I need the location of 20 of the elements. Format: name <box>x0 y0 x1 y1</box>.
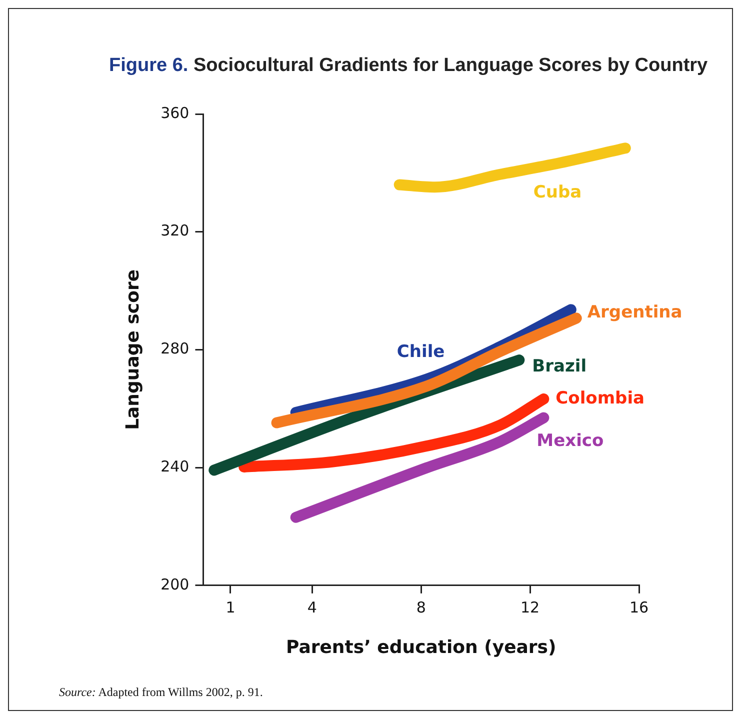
chart-title: Figure 6. Sociocultural Gradients for Language Scores by Country <box>109 55 708 77</box>
series-label: Argentina <box>587 302 682 323</box>
y-tick-label: 360 <box>160 104 190 122</box>
y-tick-label: 320 <box>160 222 190 240</box>
y-tick-label: 280 <box>160 340 190 358</box>
x-tick-label: 8 <box>416 598 426 616</box>
y-axis-title: Language score <box>122 269 144 430</box>
x-tick-label: 12 <box>520 598 540 616</box>
source-note: Source: Adapted from Willms 2002, p. 91. <box>59 685 263 700</box>
x-tick-label: 4 <box>307 598 317 616</box>
y-tick-label: 200 <box>160 575 190 594</box>
series-label: Brazil <box>532 356 587 376</box>
y-tick-label: 240 <box>160 457 190 476</box>
series-label: Cuba <box>533 182 582 203</box>
series-label: Chile <box>396 342 445 362</box>
series-label: Colombia <box>556 388 645 408</box>
x-tick-label: 16 <box>629 598 649 616</box>
x-axis-title: Parents’ education (years) <box>286 636 556 658</box>
series-label: Mexico <box>536 431 604 452</box>
x-tick-label: 1 <box>226 598 236 616</box>
